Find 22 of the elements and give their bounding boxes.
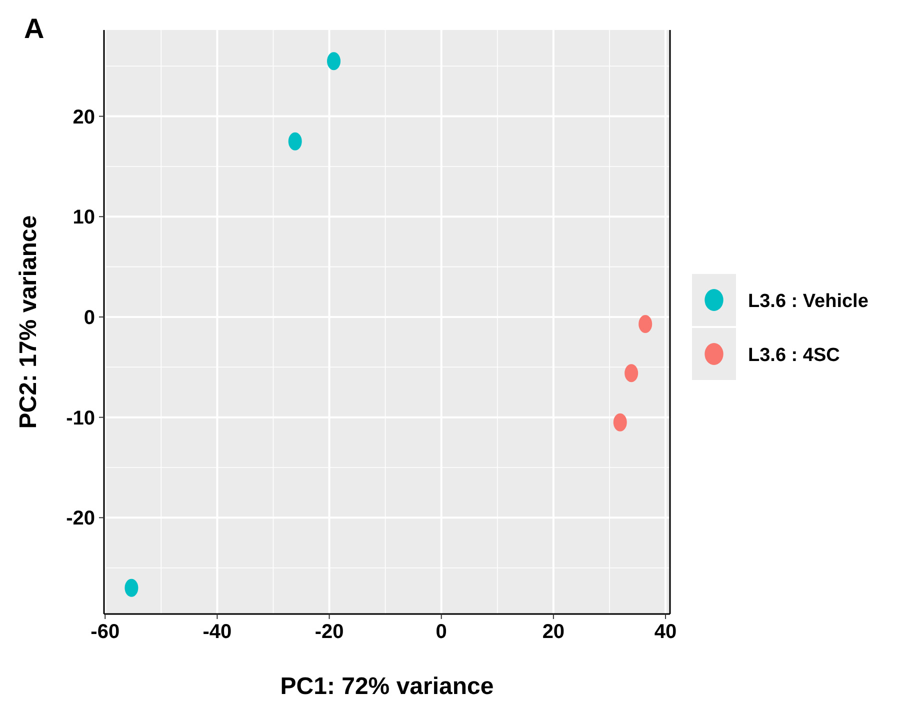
point: [624, 364, 638, 382]
legend-label: L3.6 : 4SC: [748, 345, 840, 366]
y-tick-label: -10: [66, 407, 95, 430]
x-tick-label: -40: [202, 621, 232, 643]
point: [288, 132, 302, 150]
x-tick-label: 20: [542, 621, 565, 643]
x-tick-label: -60: [90, 621, 120, 643]
legend-label: L3.6 : Vehicle: [748, 291, 868, 312]
y-tick-label: 10: [72, 206, 95, 229]
x-tick-label: -20: [314, 621, 344, 643]
point: [638, 315, 652, 333]
point: [124, 578, 138, 597]
x-tick-label: 40: [654, 621, 677, 643]
point: [327, 52, 341, 70]
y-tick-label: -20: [66, 508, 95, 530]
x-tick-label: 0: [436, 621, 447, 643]
point: [613, 413, 627, 432]
x-axis-title: PC1: 72% variance: [280, 673, 494, 700]
y-tick-label: 0: [84, 306, 95, 329]
text: A: [24, 13, 44, 44]
y-axis-title: PC2: 17% variance: [15, 215, 42, 429]
y-tick-label: 20: [72, 106, 95, 128]
